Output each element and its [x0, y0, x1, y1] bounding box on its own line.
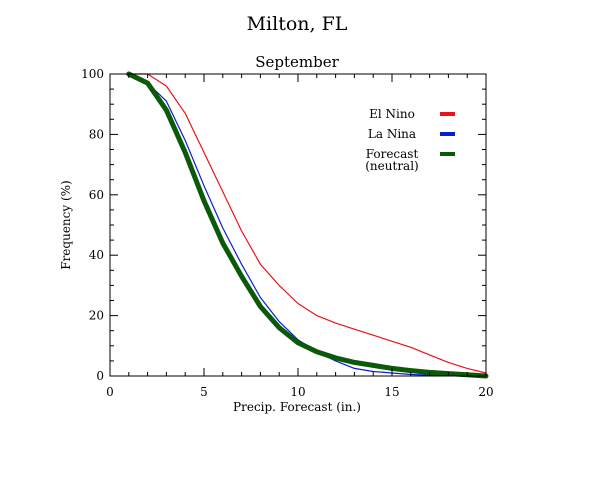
series-line-1: [128, 73, 487, 374]
series-line-3: [126, 71, 489, 379]
y-tick-label: 0: [96, 369, 104, 383]
series-line-2: [128, 73, 487, 377]
legend-label: El Nino: [369, 107, 415, 121]
y-tick-label: 20: [89, 309, 104, 323]
x-tick-label: 5: [200, 385, 208, 399]
x-axis-label: Precip. Forecast (in.): [233, 400, 361, 414]
y-tick-label: 100: [81, 67, 104, 81]
y-tick-label: 40: [89, 248, 104, 262]
plot-frame: [109, 73, 487, 377]
tick-labels: 0 5 10 15 20 0 20 40 60 80 100: [81, 67, 494, 399]
axis-ticks: [109, 73, 487, 377]
y-tick-label: 80: [89, 127, 104, 141]
x-tick-label: 10: [290, 385, 305, 399]
legend-label: La Nina: [368, 127, 416, 141]
y-axis-label: Frequency (%): [59, 180, 73, 269]
data-lines: [126, 71, 489, 379]
x-tick-label: 0: [106, 385, 114, 399]
legend-label: Forecast (neutral): [365, 147, 418, 173]
y-tick-label: 60: [89, 188, 104, 202]
x-tick-label: 15: [384, 385, 399, 399]
chart-subtitle: September: [255, 53, 339, 71]
x-tick-label: 20: [478, 385, 493, 399]
chart-title: Milton, FL: [247, 13, 348, 35]
legend: El Nino La Nina Forecast (neutral): [365, 107, 455, 173]
